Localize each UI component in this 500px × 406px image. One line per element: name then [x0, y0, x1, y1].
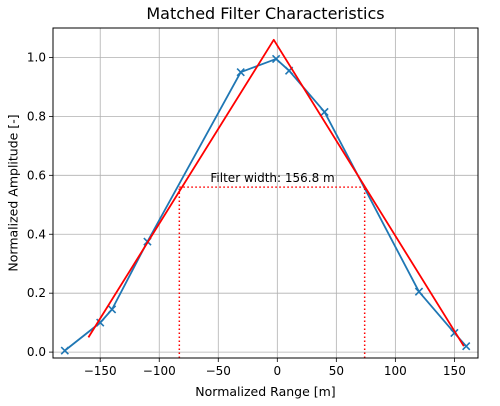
series-0-point	[107, 305, 117, 314]
y-axis-label: Normalized Amplitude [-]	[6, 114, 21, 271]
x-tick-label: −150	[84, 364, 117, 378]
y-tick-label: 0.0	[27, 345, 46, 359]
x-tick-label: −100	[143, 364, 176, 378]
axis-ticks: −150 −100 −50 0 50 100 150 0.0 0.2 0.4 0.6 0.8 1.0	[27, 50, 466, 378]
series-0-point	[60, 346, 69, 355]
series-layer	[60, 38, 471, 355]
x-tick-label: 0	[273, 364, 281, 378]
series-0-point	[236, 68, 245, 77]
chart-title: Matched Filter Characteristics	[146, 4, 384, 23]
y-tick-label: 0.2	[27, 286, 46, 300]
filter-width-annotation: Filter width: 156.8 m	[210, 171, 334, 185]
series-0-point	[462, 342, 471, 351]
y-tick-label: 0.8	[27, 109, 46, 123]
plot-area	[53, 28, 478, 358]
series-0-point	[96, 318, 105, 327]
plot-frame	[52, 27, 479, 359]
series-0-point	[414, 287, 424, 296]
y-tick-label: 1.0	[27, 50, 46, 64]
x-tick-label: 100	[384, 364, 407, 378]
x-tick-label: 50	[329, 364, 344, 378]
x-axis-label: Normalized Range [m]	[195, 384, 335, 399]
y-tick-label: 0.4	[27, 227, 46, 241]
series-1-line	[87, 38, 465, 347]
series-0-point	[271, 54, 281, 64]
annotation-layer: Filter width: 156.8 m	[178, 171, 366, 358]
grid-lines	[53, 28, 478, 358]
series-0-point	[320, 107, 329, 117]
x-tick-label: −50	[206, 364, 231, 378]
y-tick-label: 0.6	[27, 168, 46, 182]
x-tick-label: 150	[443, 364, 466, 378]
